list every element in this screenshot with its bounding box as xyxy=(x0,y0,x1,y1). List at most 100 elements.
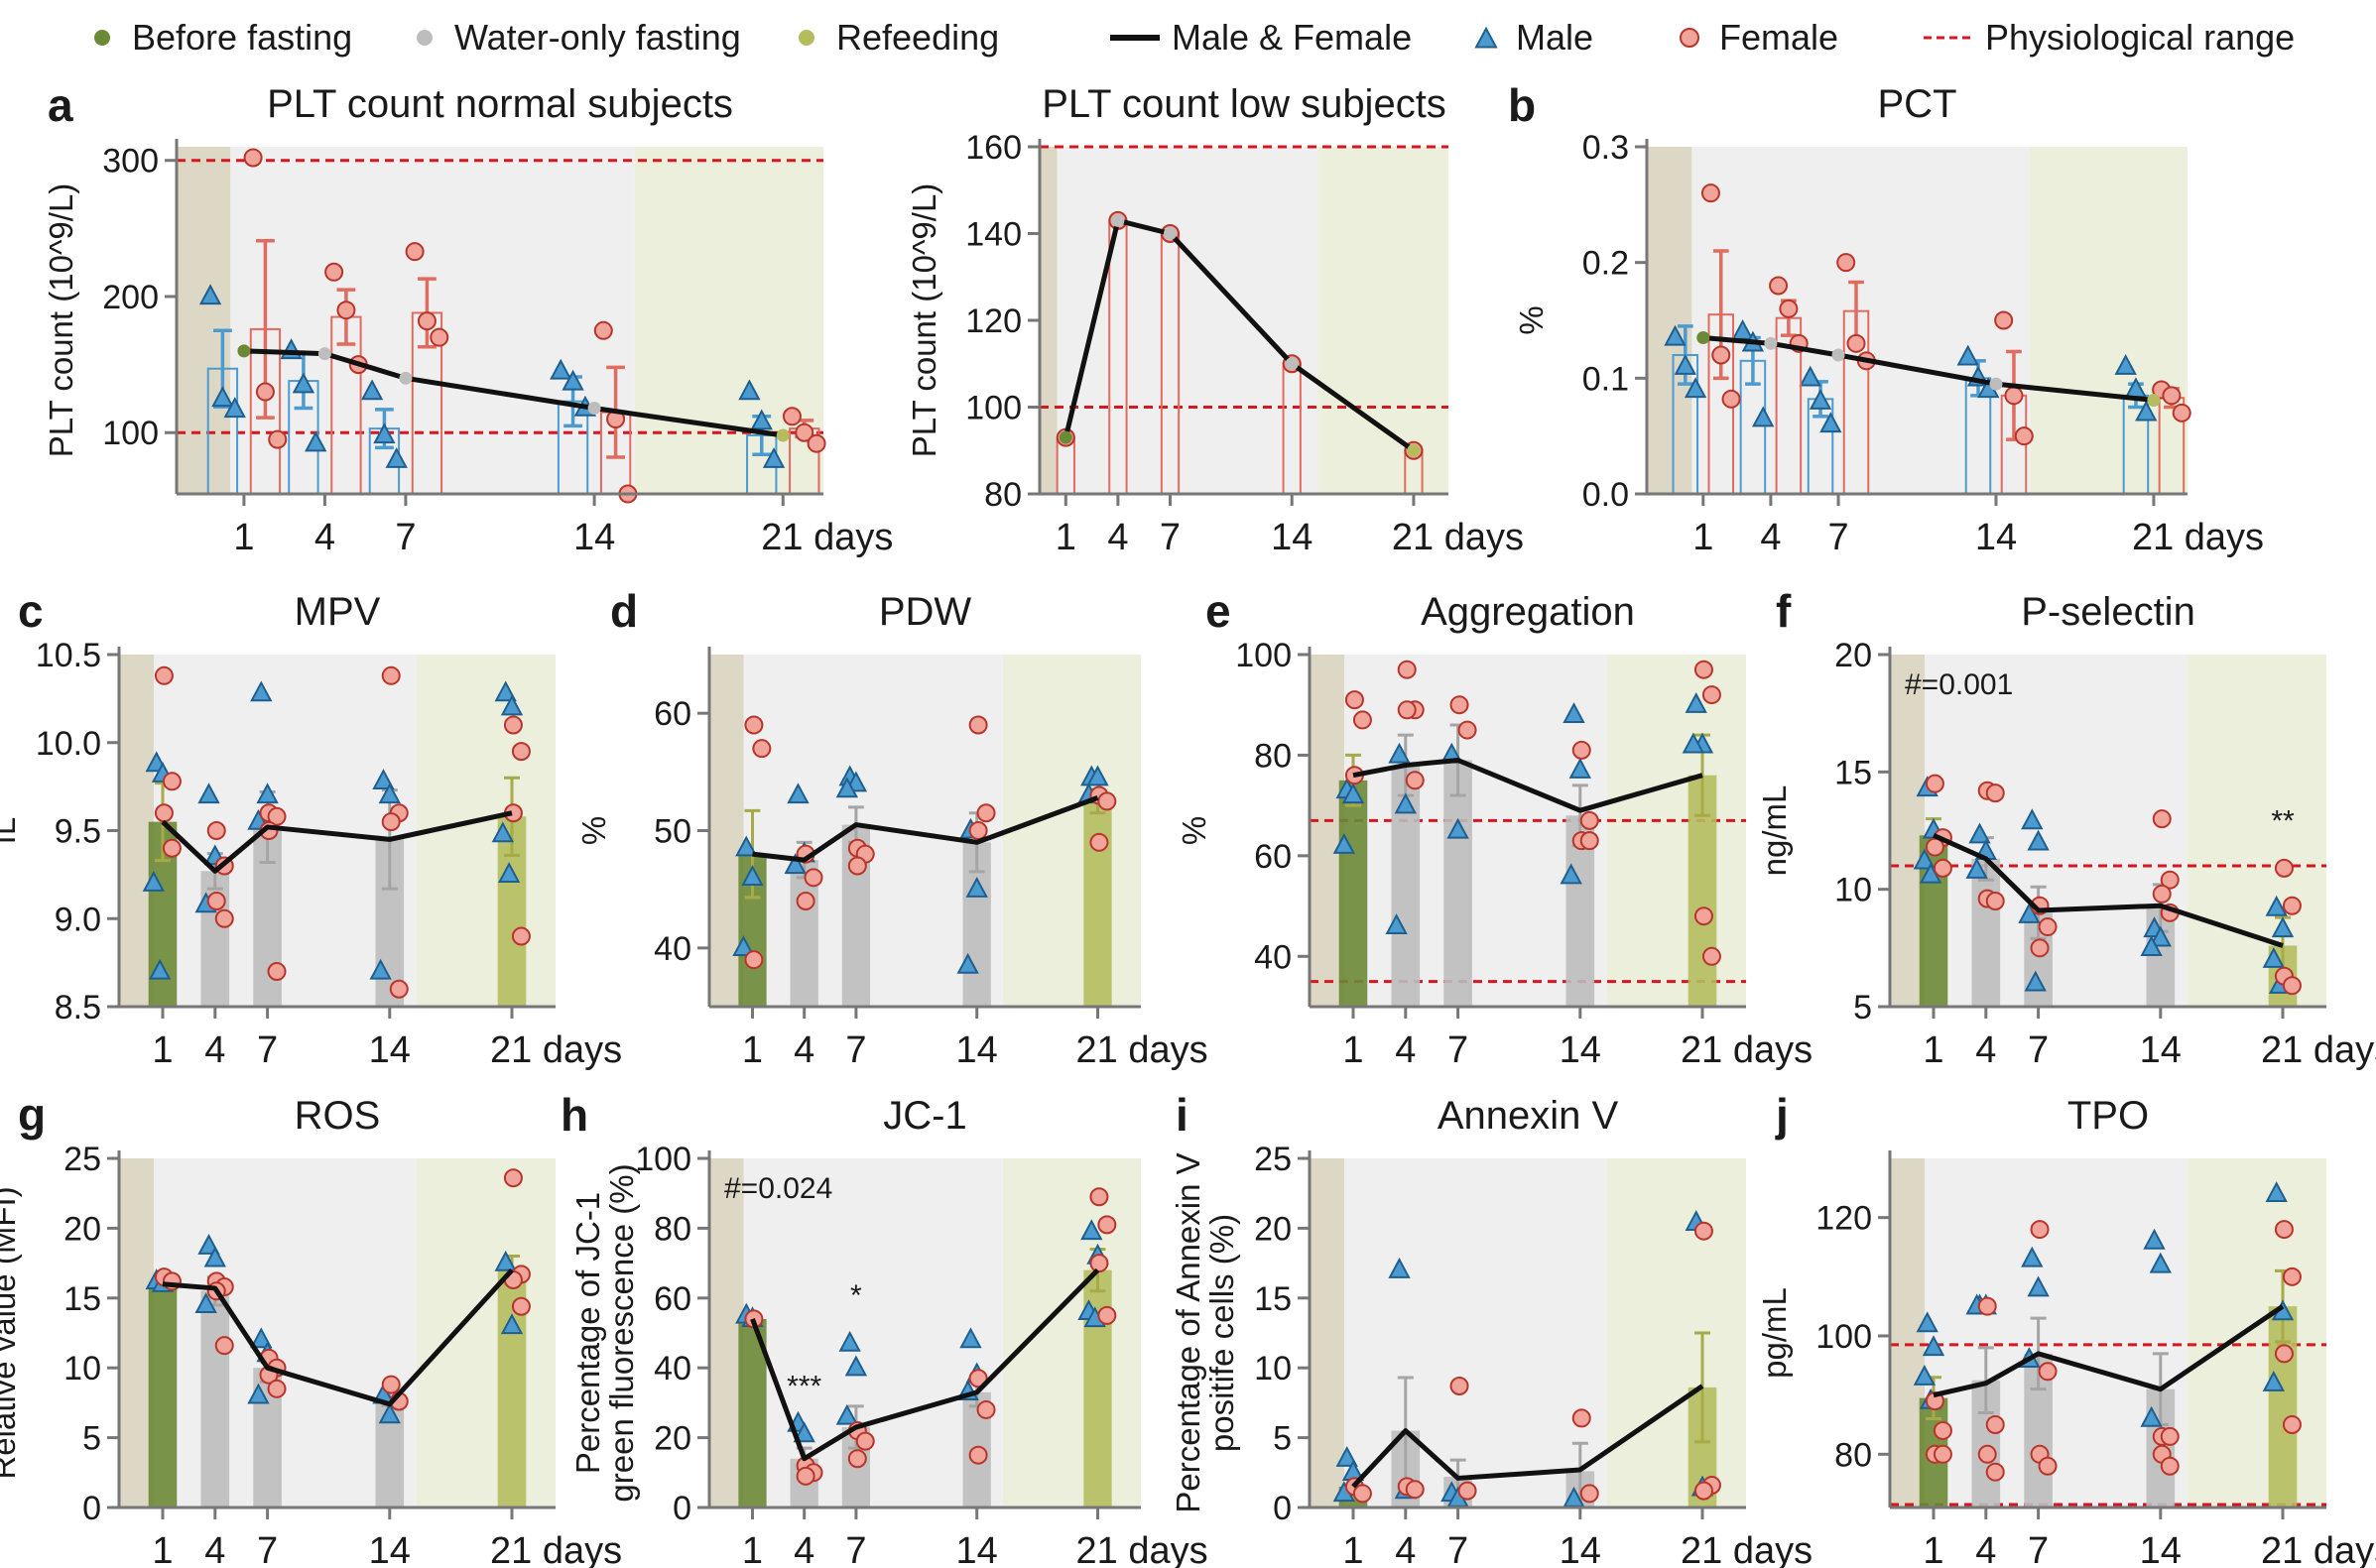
point-female xyxy=(267,1379,287,1398)
y-tick-label: 5 xyxy=(1853,989,1872,1026)
legend-label-both: Male & Female xyxy=(1172,17,1412,58)
point-female xyxy=(804,868,823,888)
point-male xyxy=(198,284,222,305)
mean-line xyxy=(1351,1384,1704,1489)
point-male xyxy=(1684,377,1707,399)
phase-band-refeed xyxy=(1606,1158,1746,1508)
y-axis-label: PLT count (10^9/L) xyxy=(906,183,942,458)
legend-item-water: Water-only fasting xyxy=(417,17,741,58)
point-male xyxy=(1385,913,1408,935)
point-male xyxy=(2021,808,2044,830)
point-male xyxy=(1956,344,1979,366)
legend-label-before: Before fasting xyxy=(132,17,352,58)
y-tick-label: 60 xyxy=(654,1280,691,1318)
x-tick-label: 14 xyxy=(956,1530,998,1568)
y-tick-label: 9.5 xyxy=(55,813,101,851)
x-tick-label: 1 xyxy=(742,1029,763,1071)
point-male xyxy=(1664,324,1687,346)
point-female xyxy=(154,665,174,685)
y-tick-label: 20 xyxy=(1834,637,1872,674)
legend-marker-female xyxy=(1680,28,1699,48)
x-tick-label: 1 xyxy=(1923,1029,1943,1071)
y-tick-label: 80 xyxy=(1254,737,1292,775)
legend-item-refeed: Refeeding xyxy=(799,17,999,58)
point-female xyxy=(1571,1408,1591,1428)
point-female xyxy=(1985,1462,2005,1482)
y-tick-label: 20 xyxy=(63,1210,101,1248)
x-tick-label: 14 xyxy=(956,1029,998,1071)
point-female xyxy=(162,838,182,858)
point-female xyxy=(2038,917,2058,937)
point-female xyxy=(511,742,531,762)
point-female xyxy=(968,1369,988,1388)
stat-annotation: #=0.001 xyxy=(1905,668,2013,701)
point-female xyxy=(1994,310,2014,330)
point-male xyxy=(2262,1370,2286,1391)
point-female xyxy=(1701,946,1721,966)
panel-title: Annexin V xyxy=(1438,1094,1619,1138)
y-axis-label: % xyxy=(1176,816,1212,845)
phase-band-water xyxy=(1925,655,2188,1007)
point-female xyxy=(267,962,287,981)
y-tick-label: 25 xyxy=(63,1141,101,1178)
legend-label-range: Physiological range xyxy=(1985,17,2295,58)
x-tick-label: 21 days xyxy=(761,517,893,558)
point-female xyxy=(796,892,815,910)
y-axis-label-line: green fluorescence (%) xyxy=(603,1163,640,1502)
x-tick-label: 1 xyxy=(742,1530,763,1568)
y-tick-label: 160 xyxy=(965,129,1022,167)
point-female xyxy=(968,821,988,840)
point-female xyxy=(1933,1444,1952,1464)
x-tick-label: 7 xyxy=(2028,1530,2049,1568)
point-female xyxy=(1701,685,1721,705)
phase-band-before xyxy=(1890,655,1926,1007)
point-female xyxy=(593,320,613,340)
point-female xyxy=(1693,1221,1713,1241)
point-male xyxy=(1335,1445,1358,1467)
point-female xyxy=(2274,858,2294,878)
x-tick-label: 1 xyxy=(1342,1530,1363,1568)
point-male xyxy=(1968,822,1991,844)
point-female xyxy=(1779,299,1799,318)
point-male xyxy=(1965,858,1988,879)
y-tick-label: 20 xyxy=(654,1420,691,1458)
x-tick-label: 14 xyxy=(1560,1029,1601,1071)
x-tick-label: 21 days xyxy=(2261,1029,2376,1071)
phase-band-refeed xyxy=(416,1158,556,1508)
x-tick-label: 21 days xyxy=(2261,1530,2376,1568)
point-female xyxy=(1405,771,1425,790)
point-female xyxy=(1449,695,1469,715)
phase-band-water xyxy=(154,1158,417,1508)
panel-title: P-selectin xyxy=(2021,590,2195,634)
point-female xyxy=(968,715,988,735)
point-male xyxy=(965,876,988,898)
significance-mark: * xyxy=(850,1279,862,1312)
point-male xyxy=(956,952,979,974)
point-male xyxy=(305,430,327,452)
point-female xyxy=(1097,1305,1117,1325)
point-female xyxy=(1693,1481,1713,1501)
x-tick-label: 7 xyxy=(1827,517,1848,558)
mean-dot-water xyxy=(1989,377,2003,391)
phase-band-refeed xyxy=(2187,1158,2326,1508)
point-male xyxy=(247,1383,270,1404)
point-male xyxy=(1563,702,1585,724)
x-tick-label: 1 xyxy=(152,1029,173,1071)
point-male xyxy=(142,871,166,892)
x-tick-label: 1 xyxy=(1923,1530,1943,1568)
y-tick-label: 40 xyxy=(1254,938,1292,976)
bar-water xyxy=(200,871,230,1007)
point-female xyxy=(1579,810,1599,830)
point-female xyxy=(1846,333,1866,353)
x-tick-label: 14 xyxy=(1975,517,2017,558)
point-male xyxy=(784,853,807,875)
phase-band-refeed xyxy=(634,147,823,494)
point-female xyxy=(1836,253,1856,273)
mean-dot-water xyxy=(587,402,601,416)
y-tick-label: 0 xyxy=(673,1490,691,1527)
mean-dot-before xyxy=(1696,331,1710,344)
x-tick-label: 4 xyxy=(794,1530,814,1568)
